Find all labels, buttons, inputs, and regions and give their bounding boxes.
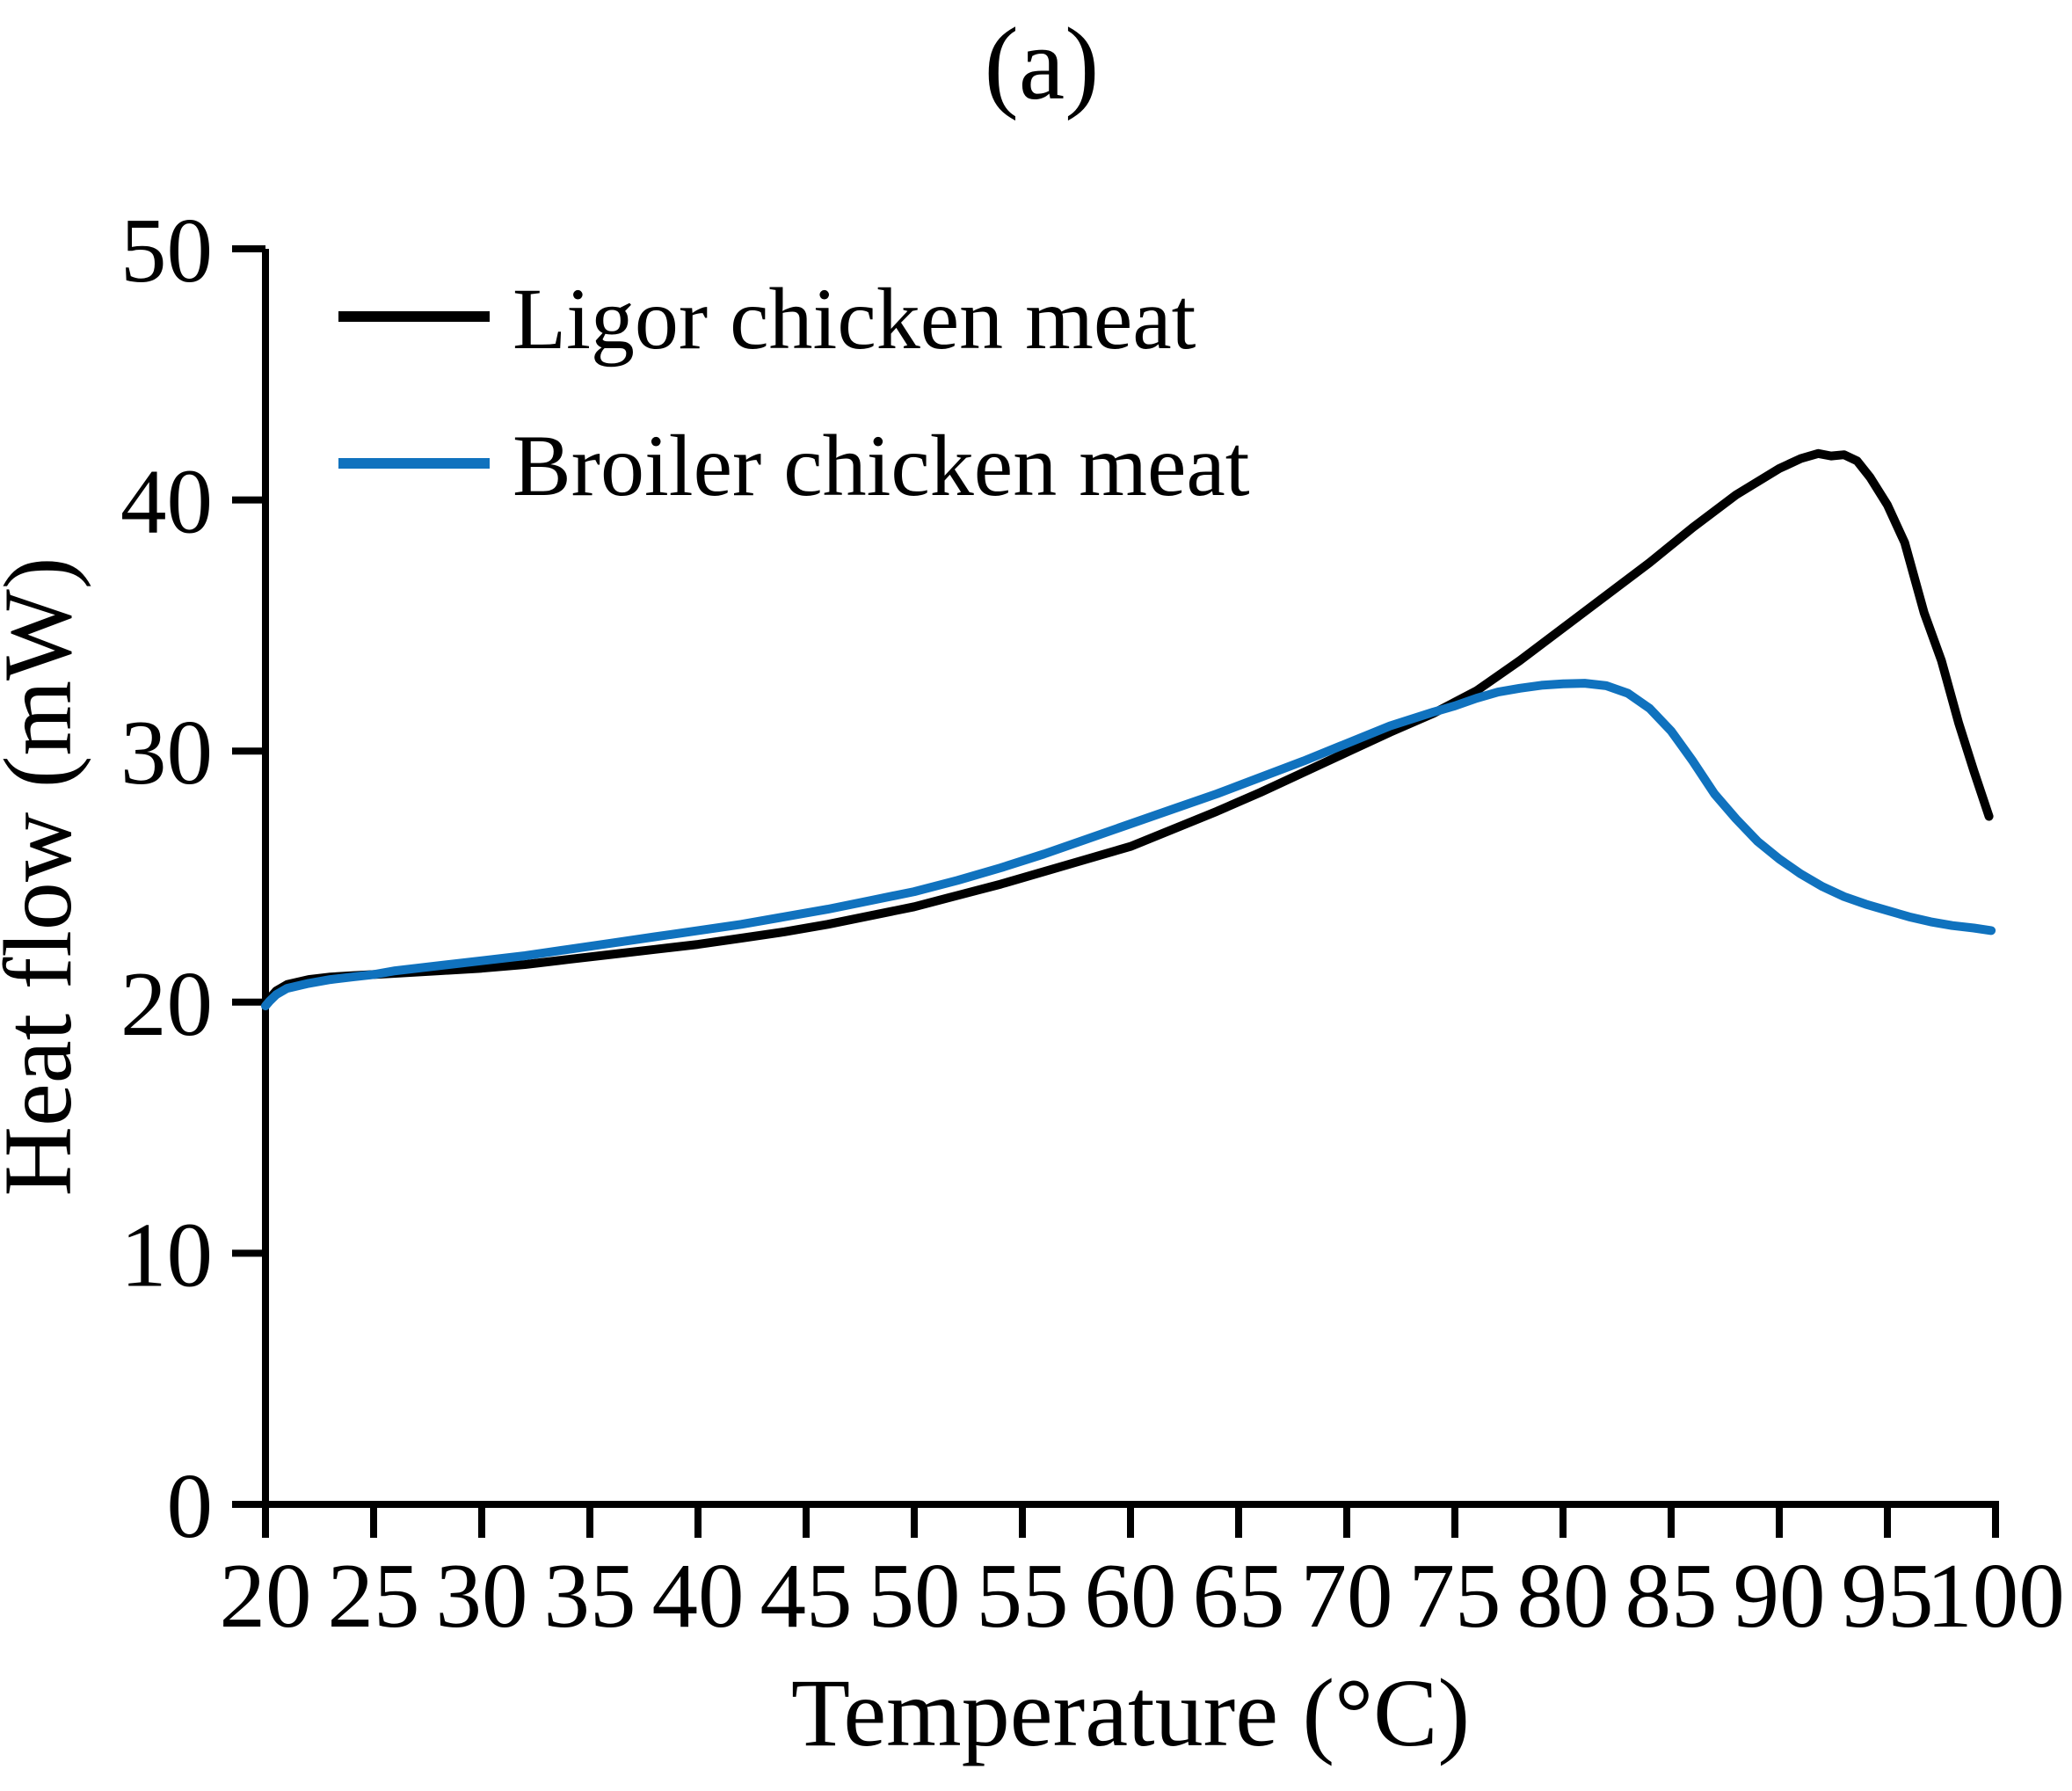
y-tick-label-10: 10 [120,1203,213,1306]
x-tick-label-35: 35 [544,1544,636,1647]
legend-label-broiler: Broiler chicken meat [513,417,1250,514]
x-tick-label-20: 20 [220,1544,312,1647]
legend-item-broiler: Broiler chicken meat [338,417,1250,514]
data-series-group [261,448,1996,1011]
legend-label-ligor: Ligor chicken meat [513,270,1196,368]
y-axis-title: Heat flow (mW) [0,557,91,1197]
x-tick-label-55: 55 [977,1544,1069,1647]
x-tick-label-85: 85 [1625,1544,1718,1647]
y-tick-label-40: 40 [120,450,213,553]
y-tick-label-20: 20 [120,952,213,1055]
y-tick-label-0: 0 [167,1454,214,1557]
x-tick-label-30: 30 [436,1544,528,1647]
curve-broiler-chicken-meat [261,679,1996,1011]
legend: Ligor chicken meat Broiler chicken meat [338,270,1250,514]
x-tick-label-95: 95 [1842,1544,1934,1647]
x-tick-label-70: 70 [1301,1544,1393,1647]
x-axis-title: Temperature (°C) [791,1659,1470,1766]
x-tick-label-45: 45 [760,1544,853,1647]
x-tick-label-100: 100 [1926,1544,2065,1647]
legend-item-ligor: Ligor chicken meat [338,270,1196,368]
y-tick-label-30: 30 [120,701,213,804]
x-tick-label-80: 80 [1517,1544,1610,1647]
x-axis-ticks [262,1504,1999,1538]
x-tick-label-25: 25 [328,1544,420,1647]
curve-ligor-chicken-meat [261,448,1994,1009]
x-tick-label-65: 65 [1193,1544,1285,1647]
x-tick-label-90: 90 [1734,1544,1826,1647]
x-tick-label-60: 60 [1085,1544,1177,1647]
x-tick-label-75: 75 [1409,1544,1501,1647]
x-tick-label-40: 40 [652,1544,745,1647]
x-tick-label-50: 50 [869,1544,961,1647]
y-axis-ticks [232,245,265,1508]
y-axis-tick-labels: 0 10 20 30 40 50 [120,199,213,1557]
figure-panel-label: (a) [985,6,1100,121]
y-tick-label-50: 50 [120,199,213,302]
